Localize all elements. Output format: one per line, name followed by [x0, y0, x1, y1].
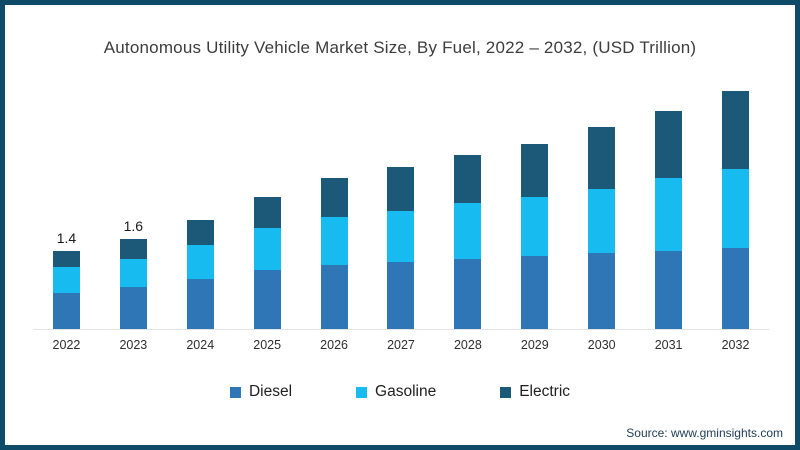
plot-area: 1.4 1.6 — [33, 85, 769, 330]
bar-group-2028 — [434, 85, 501, 329]
bar-segment-diesel-2023 — [119, 287, 147, 329]
bar-segment-electric-2030 — [588, 127, 616, 190]
bar-segment-diesel-2026 — [320, 264, 348, 329]
bar-segment-diesel-2028 — [454, 259, 482, 329]
legend: Diesel Gasoline Electric — [5, 383, 795, 401]
bar-stack-2022 — [52, 250, 80, 329]
bar-stack-2032 — [722, 91, 750, 329]
source-credit: Source: www.gminsights.com — [626, 426, 783, 440]
bar-segment-electric-2024 — [186, 219, 214, 246]
x-axis-label-2027: 2027 — [387, 338, 415, 352]
bar-segment-electric-2025 — [253, 197, 281, 229]
bar-segment-gasoline-2029 — [521, 197, 549, 257]
bar-segment-diesel-2032 — [722, 247, 750, 329]
bar-value-label-2022: 1.4 — [56, 229, 77, 246]
diesel-swatch-icon — [229, 386, 241, 398]
bar-stack-2030 — [588, 127, 616, 329]
x-axis-label-2031: 2031 — [654, 338, 683, 352]
bar-group-2023: 1.6 — [100, 85, 167, 329]
bar-group-2024 — [167, 85, 234, 329]
bar-group-2026 — [301, 85, 368, 329]
bar-segment-electric-2027 — [387, 166, 415, 212]
chart-title: Autonomous Utility Vehicle Market Size, … — [103, 38, 697, 57]
bar-segment-gasoline-2026 — [320, 217, 348, 265]
bar-segment-diesel-2031 — [655, 250, 683, 329]
bar-stack-2023 — [119, 239, 147, 329]
bar-segment-electric-2026 — [320, 177, 348, 218]
bar-segment-diesel-2027 — [387, 261, 415, 329]
legend-label-gasoline: Gasoline — [375, 383, 437, 400]
gasoline-swatch-icon — [356, 386, 368, 398]
legend-item-electric: Electric — [500, 383, 570, 401]
bar-segment-gasoline-2032 — [722, 169, 750, 248]
bar-segment-diesel-2022 — [52, 292, 80, 329]
bar-group-2029 — [501, 85, 568, 329]
bar-segment-electric-2028 — [454, 155, 482, 203]
bar-segment-gasoline-2023 — [119, 259, 147, 287]
bar-segment-diesel-2030 — [588, 253, 616, 329]
bar-segment-electric-2022 — [52, 250, 80, 268]
bar-segment-gasoline-2027 — [387, 211, 415, 262]
bar-stack-2029 — [521, 144, 549, 329]
bar-group-2027 — [368, 85, 435, 329]
legend-item-diesel: Diesel — [229, 383, 293, 401]
bar-segment-diesel-2025 — [253, 270, 281, 329]
legend-label-diesel: Diesel — [248, 383, 293, 400]
bar-segment-electric-2023 — [119, 239, 147, 259]
bar-group-2032 — [702, 85, 769, 329]
bar-stack-2025 — [253, 197, 281, 329]
bar-segment-gasoline-2022 — [52, 267, 80, 293]
bar-group-2025 — [234, 85, 301, 329]
bar-value-label-2023: 1.6 — [123, 218, 144, 235]
legend-label-electric: Electric — [519, 383, 571, 400]
bar-stack-2026 — [320, 177, 348, 329]
bar-segment-gasoline-2031 — [655, 177, 683, 251]
bar-stack-2027 — [387, 166, 415, 329]
x-axis-label-2030: 2030 — [587, 338, 616, 352]
x-axis-labels: 2022 2023 2024 2025 2026 2027 2028 2029 2030 2031… — [33, 338, 769, 352]
bar-stack-2031 — [655, 110, 683, 329]
x-axis-label-2032: 2032 — [721, 338, 750, 352]
bar-segment-diesel-2029 — [521, 256, 549, 329]
bar-segment-electric-2031 — [655, 110, 683, 178]
x-axis-label-2028: 2028 — [453, 338, 482, 352]
x-axis-label-2026: 2026 — [320, 338, 348, 352]
bar-segment-electric-2032 — [722, 91, 750, 170]
bar-group-2031 — [635, 85, 702, 329]
x-axis-label-2025: 2025 — [253, 338, 282, 352]
bar-stack-2024 — [186, 219, 214, 329]
x-axis-label-2022: 2022 — [52, 338, 81, 352]
bar-group-2022: 1.4 — [33, 85, 100, 329]
bar-group-2030 — [568, 85, 635, 329]
bar-segment-gasoline-2024 — [186, 245, 214, 279]
bar-stack-2028 — [454, 155, 482, 329]
bar-segment-electric-2029 — [521, 144, 549, 198]
x-axis-label-2029: 2029 — [520, 338, 549, 352]
x-axis-label-2023: 2023 — [119, 338, 148, 352]
electric-swatch-icon — [500, 386, 512, 398]
bar-segment-diesel-2024 — [186, 278, 214, 329]
x-axis-label-2024: 2024 — [186, 338, 215, 352]
bar-segment-gasoline-2030 — [588, 189, 616, 254]
legend-item-gasoline: Gasoline — [356, 383, 436, 401]
bar-segment-gasoline-2028 — [454, 203, 482, 259]
bar-segment-gasoline-2025 — [253, 228, 281, 271]
